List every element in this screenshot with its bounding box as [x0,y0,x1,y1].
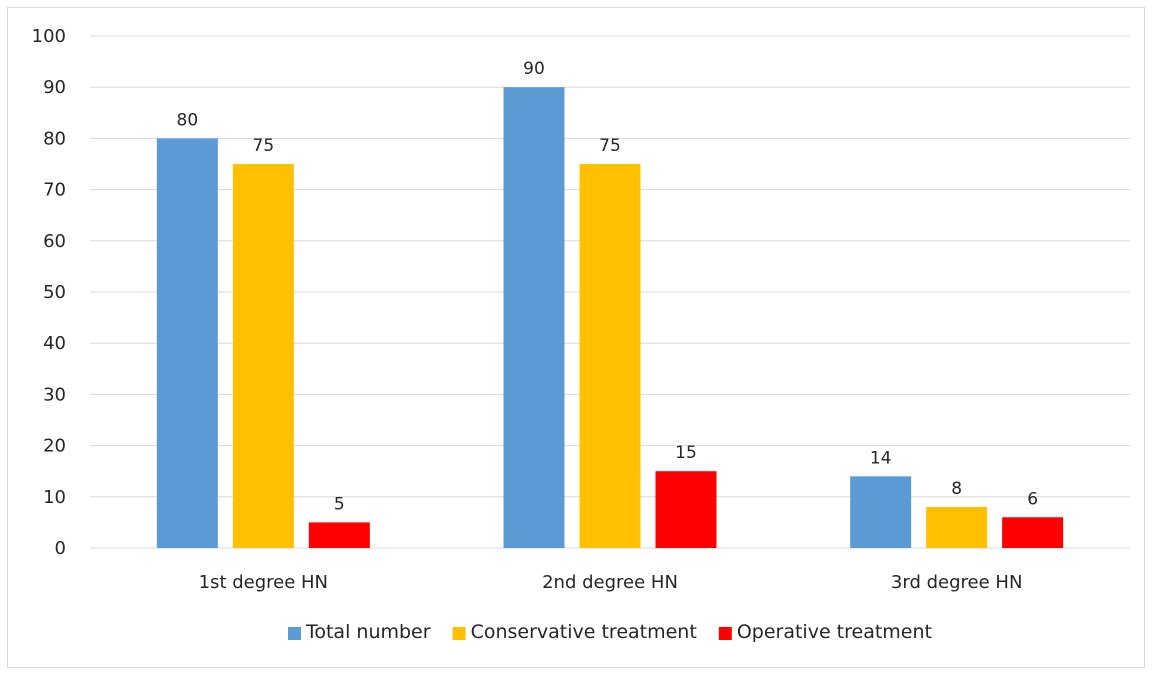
bar-1-2 [503,87,565,548]
data-labels: 80 75 5 90 75 15 14 8 6 [177,59,1039,514]
legend-entry: Total number [287,621,431,643]
data-label: 90 [523,59,545,79]
legend-label: Conservative treatment [471,621,697,643]
x-axis-ticks: 1st degree HN 2nd degree HN 3rd degree HN [199,572,1023,593]
y-tick-label: 100 [32,26,66,47]
bar-2-3 [926,507,988,548]
bar-2-2 [579,164,641,548]
y-tick-label: 60 [43,231,66,252]
data-label: 6 [1027,489,1038,509]
y-tick-label: 70 [43,180,66,201]
bar-3-3 [1002,517,1064,548]
data-label: 15 [675,443,697,463]
x-tick-label: 3rd degree HN [891,572,1022,593]
legend-entry: Operative treatment [718,621,932,643]
bar-1-1 [156,138,218,548]
legend-entry: Conservative treatment [452,621,697,643]
legend-swatch [452,627,466,640]
x-tick-label: 1st degree HN [199,572,328,593]
y-tick-label: 0 [55,538,66,559]
legend-swatch [287,627,301,640]
legend-label: Total number [305,621,431,643]
bar-3-2 [655,471,717,548]
data-label: 75 [599,136,621,156]
data-label: 14 [870,448,892,468]
data-label: 5 [334,494,345,514]
y-tick-label: 50 [43,282,66,303]
y-tick-label: 30 [43,384,66,405]
y-axis-ticks: 0 10 20 30 40 50 60 70 80 90 100 [32,26,66,559]
bar-1-3 [850,476,912,548]
data-label: 80 [177,110,199,130]
y-tick-label: 40 [43,333,66,354]
legend-label: Operative treatment [737,621,932,643]
y-tick-label: 10 [43,487,66,508]
y-tick-label: 20 [43,436,66,457]
data-label: 75 [253,136,275,156]
y-tick-label: 80 [43,128,66,149]
bars [156,87,1064,548]
bar-3-1 [308,522,370,548]
data-label: 8 [951,479,962,499]
y-tick-label: 90 [43,77,66,98]
legend: Total number Conservative treatment Operat… [287,621,932,643]
x-tick-label: 2nd degree HN [542,572,678,593]
legend-swatch [718,627,732,640]
bar-2-1 [232,164,294,548]
